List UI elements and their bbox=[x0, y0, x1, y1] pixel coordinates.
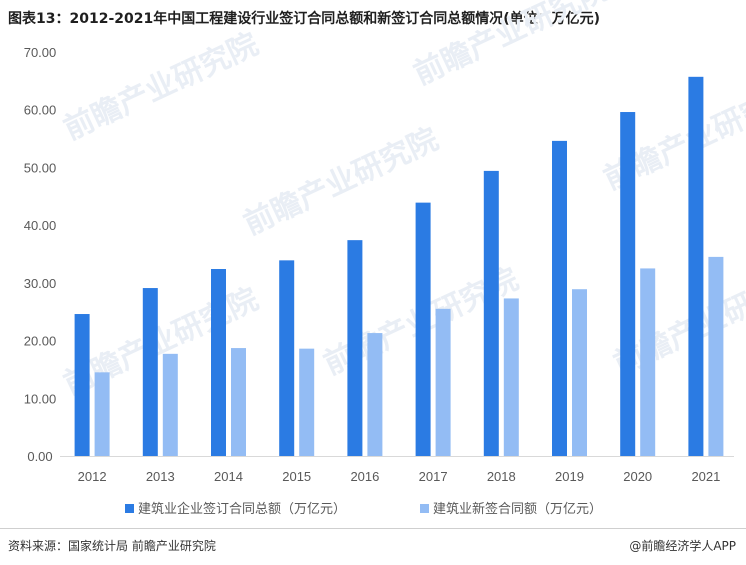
y-tick-label: 10.00 bbox=[24, 391, 57, 406]
bar-contract-total-2013 bbox=[142, 288, 158, 456]
bar-contract-total-2017 bbox=[415, 202, 431, 456]
bar-new-contract-2013 bbox=[162, 353, 178, 456]
bar-new-contract-2014 bbox=[231, 348, 246, 456]
x-tick-label: 2021 bbox=[691, 469, 720, 484]
bar-contract-total-2012 bbox=[74, 314, 90, 456]
x-tick-label: 2017 bbox=[419, 469, 448, 484]
x-tick-label: 2016 bbox=[350, 469, 379, 484]
x-axis: 2012 2013 2014 2015 2016 2017 2018 2019 2020 2021 bbox=[60, 456, 734, 484]
brand-label: @前瞻经济学人APP bbox=[629, 539, 736, 553]
x-tick-label: 2012 bbox=[78, 469, 107, 484]
y-tick-label: 70.00 bbox=[24, 45, 57, 60]
bar-contract-total-2021 bbox=[688, 76, 704, 457]
y-tick-label: 60.00 bbox=[24, 103, 57, 118]
x-tick-label: 2013 bbox=[146, 469, 175, 484]
bar-new-contract-2020 bbox=[640, 268, 656, 456]
x-tick-label: 2020 bbox=[623, 469, 652, 484]
x-tick-label: 2015 bbox=[282, 469, 311, 484]
watermark-text: 前瞻产业研究院 bbox=[409, 0, 614, 92]
legend-label: 建筑业新签合同额（万亿元） bbox=[433, 501, 602, 517]
chart-title: 图表13：2012-2021年中国工程建设行业签订合同总额和新签订合同总额情况(… bbox=[8, 11, 601, 27]
bar-new-contract-2015 bbox=[299, 348, 315, 456]
legend-label: 建筑业企业签订合同总额（万亿元） bbox=[138, 501, 346, 517]
bar-new-contract-2012 bbox=[94, 372, 110, 456]
bar-new-contract-2018 bbox=[503, 298, 519, 456]
bars bbox=[74, 76, 724, 457]
bar-new-contract-2016 bbox=[367, 333, 383, 456]
legend-swatch bbox=[420, 504, 429, 513]
bar-contract-total-2016 bbox=[347, 240, 363, 456]
y-tick-label: 20.00 bbox=[24, 334, 57, 349]
y-tick-label: 40.00 bbox=[24, 218, 57, 233]
bar-contract-total-2014 bbox=[211, 269, 226, 456]
watermark-text: 前瞻产业研究院 bbox=[239, 122, 444, 242]
bar-contract-total-2020 bbox=[620, 112, 636, 456]
legend: 建筑业企业签订合同总额（万亿元） 建筑业新签合同额（万亿元） bbox=[125, 501, 602, 517]
bar-new-contract-2019 bbox=[572, 289, 587, 456]
source-note: 资料来源：国家统计局 前瞻产业研究院 bbox=[8, 539, 216, 553]
bar-contract-total-2019 bbox=[552, 140, 567, 456]
watermark-text: 前瞻产业研究院 bbox=[59, 27, 264, 147]
bar-contract-total-2018 bbox=[483, 170, 499, 457]
x-tick-label: 2014 bbox=[214, 469, 243, 484]
y-tick-label: 30.00 bbox=[24, 276, 57, 291]
footer: 资料来源：国家统计局 前瞻产业研究院 @前瞻经济学人APP bbox=[0, 528, 746, 565]
bar-new-contract-2021 bbox=[708, 256, 724, 456]
bar-new-contract-2017 bbox=[435, 308, 451, 456]
y-axis: 0.00 10.00 20.00 30.00 40.00 50.00 60.00 70.00 bbox=[24, 45, 57, 464]
x-tick-label: 2018 bbox=[487, 469, 516, 484]
y-tick-label: 0.00 bbox=[27, 449, 52, 464]
y-tick-label: 50.00 bbox=[24, 160, 57, 175]
legend-swatch bbox=[125, 504, 134, 513]
bar-contract-total-2015 bbox=[279, 260, 295, 456]
x-tick-label: 2019 bbox=[555, 469, 584, 484]
